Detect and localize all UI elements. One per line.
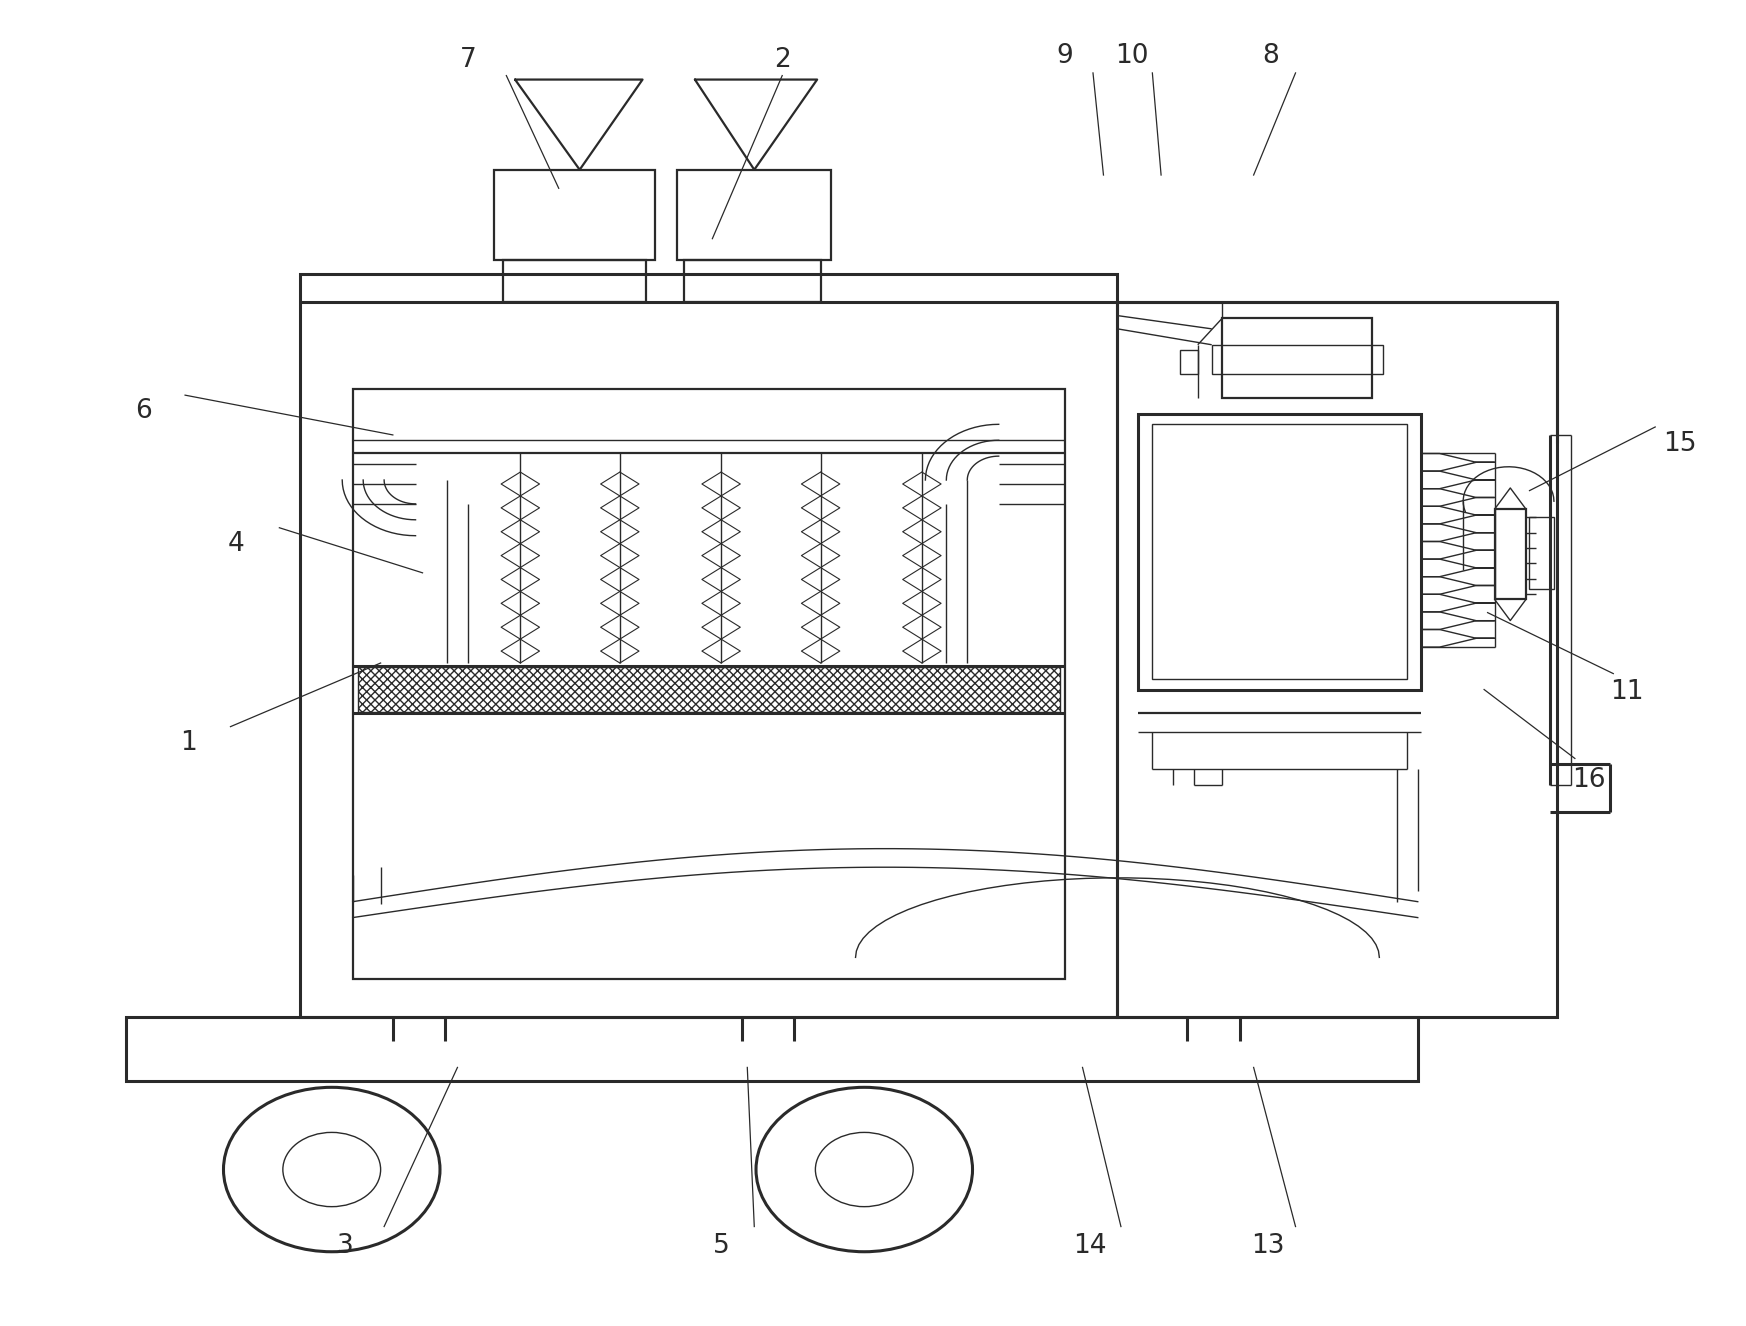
Text: 16: 16 [1571, 766, 1606, 793]
Text: 6: 6 [134, 398, 152, 424]
Text: 5: 5 [712, 1233, 730, 1260]
Bar [494, 170, 655, 260]
Bar [300, 274, 1117, 1017]
Bar [1180, 350, 1198, 374]
Text: 14: 14 [1072, 1233, 1107, 1260]
Bar [503, 260, 646, 302]
Text: 2: 2 [773, 46, 791, 73]
Bar [1212, 345, 1383, 374]
Text: 3: 3 [337, 1233, 354, 1260]
Bar [677, 170, 831, 260]
Bar [1152, 424, 1407, 679]
Bar [126, 1017, 1418, 1081]
Bar [1222, 318, 1372, 398]
Text: 9: 9 [1056, 42, 1074, 69]
Bar [358, 667, 1060, 712]
Bar [1117, 302, 1557, 1017]
Text: 13: 13 [1250, 1233, 1285, 1260]
Text: 7: 7 [459, 46, 477, 73]
Text: 1: 1 [180, 729, 197, 756]
Bar [353, 389, 1065, 979]
Bar [1495, 509, 1526, 599]
Bar [684, 260, 821, 302]
Bar [1138, 414, 1421, 690]
Text: 10: 10 [1114, 42, 1149, 69]
Bar [1529, 517, 1554, 589]
Text: 8: 8 [1262, 42, 1280, 69]
Text: 15: 15 [1662, 431, 1697, 457]
Text: 4: 4 [227, 530, 244, 557]
Text: 11: 11 [1610, 679, 1645, 705]
